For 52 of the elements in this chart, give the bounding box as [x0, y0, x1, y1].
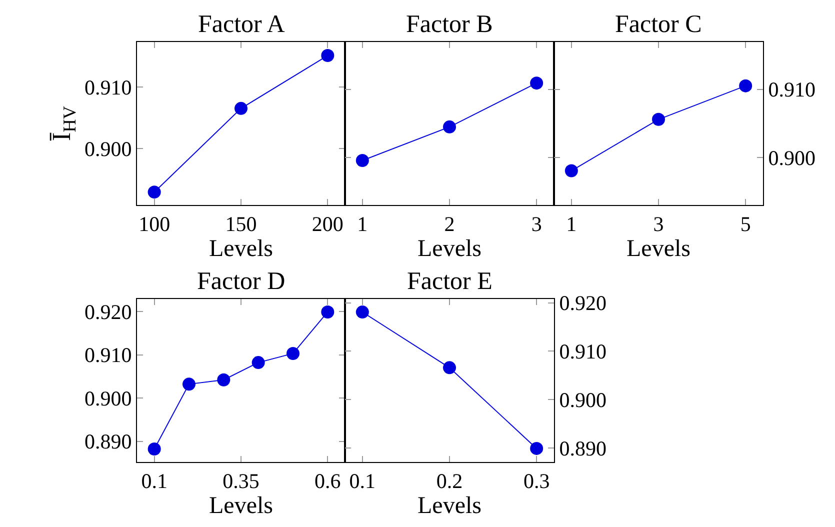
y-tick-label: 0.910 [84, 343, 132, 368]
x-tick-label: 3 [531, 212, 542, 236]
x-tick-label: 1 [357, 212, 368, 236]
y-tick-label: 0.910 [559, 340, 606, 364]
y-tick-label: 0.890 [84, 430, 132, 454]
y-tick-label: 0.900 [84, 136, 132, 161]
y-tick-label: 0.920 [84, 300, 132, 324]
point [321, 305, 334, 318]
x-tick-label: 100 [138, 212, 170, 236]
x-tick-label: 0.1 [141, 469, 168, 494]
point [252, 356, 265, 370]
x-axis-title: Levels [209, 493, 273, 520]
chart-title: Factor E [407, 268, 492, 295]
x-tick-label: 5 [740, 212, 751, 236]
x-tick-label: 150 [225, 212, 257, 236]
x-axis-title: Levels [209, 236, 273, 262]
point [321, 49, 334, 62]
y-tick-label: 0.920 [559, 291, 606, 316]
y-tick-label: 0.890 [559, 436, 606, 460]
point [148, 442, 161, 456]
y-tick-label: 0.900 [768, 146, 816, 170]
point [564, 164, 578, 178]
x-tick-label: 0.35 [222, 469, 260, 494]
chart-title: Factor D [197, 268, 286, 295]
point [652, 112, 665, 126]
chart-title: Factor B [406, 11, 493, 38]
x-tick-label: 1 [566, 212, 577, 236]
x-axis-title: Levels [418, 493, 482, 520]
chart-title: Factor C [615, 11, 702, 38]
point [217, 373, 230, 386]
point [182, 378, 196, 391]
x-tick-label: 0.3 [523, 469, 550, 494]
x-tick-label: 3 [653, 212, 664, 236]
point [739, 79, 752, 92]
y-tick-label: 0.900 [559, 388, 606, 412]
point [356, 306, 369, 319]
y-tick-label: 0.910 [84, 75, 132, 100]
point [286, 346, 300, 360]
x-tick-label: 0.1 [349, 469, 376, 494]
x-tick-label: 0.6 [314, 469, 341, 494]
point [443, 361, 456, 374]
y-tick-label: 0.910 [768, 78, 816, 102]
point [530, 442, 544, 455]
point [148, 186, 161, 199]
x-axis-title: Levels [418, 236, 482, 262]
x-tick-label: 0.2 [436, 469, 463, 494]
x-tick-label: 2 [444, 212, 455, 236]
y-tick-label: 0.900 [84, 386, 132, 410]
x-tick-label: 200 [312, 212, 344, 236]
x-axis-title: Levels [626, 236, 690, 262]
chart-title: Factor A [198, 11, 285, 38]
point [234, 102, 248, 115]
